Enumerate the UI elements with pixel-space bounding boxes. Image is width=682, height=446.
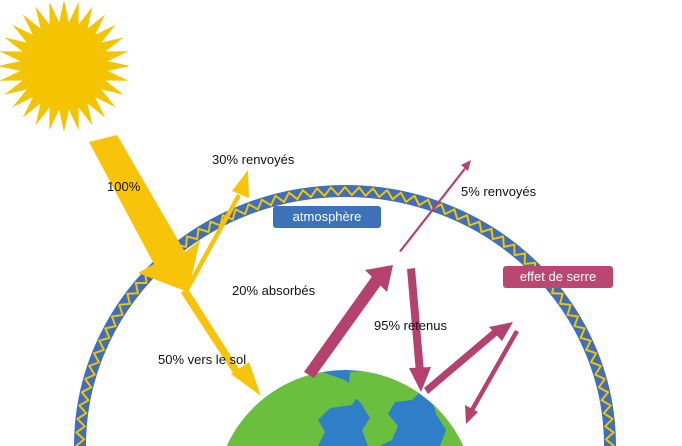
ir-back-down-head [465, 405, 478, 424]
atmosphere-band [74, 185, 616, 446]
atmosphere-layer [74, 185, 616, 446]
greenhouse-effect-tag: effet de serre [503, 266, 613, 288]
ir-back-up-shaft [424, 327, 500, 394]
ir-back-up-head [489, 322, 513, 341]
ground-percent-label: 50% vers le sol [158, 352, 247, 367]
atmosphere-tag: atmosphère [273, 206, 381, 228]
earth-land-west [222, 372, 360, 446]
ground-solar-head [231, 362, 261, 396]
reflected-percent-label: 30% renvoyés [212, 152, 295, 167]
incoming-percent-label: 100% [107, 179, 141, 194]
ir-escape-head [461, 160, 471, 171]
infrared-arrows [304, 160, 519, 424]
incoming-solar-arrow [89, 135, 200, 292]
ir-escape-shaft [399, 168, 466, 252]
sun-icon [0, 0, 130, 132]
ir-down-shaft [407, 268, 424, 373]
absorbed-percent-label: 20% absorbés [232, 283, 316, 298]
ir-down-head [409, 367, 431, 392]
earth-land-central [348, 370, 420, 446]
reflected-solar-head [232, 170, 249, 198]
reflected-solar-shaft [183, 194, 241, 294]
ground-solar-shaft [181, 287, 243, 379]
ir-up-shaft [304, 275, 383, 378]
ir-back-down-shaft [470, 330, 519, 411]
solar-arrows [89, 135, 261, 396]
atmosphere-wave [75, 186, 615, 446]
retained-percent-label: 95% retenus [374, 318, 447, 333]
ir-escaped-percent-label: 5% renvoyés [461, 184, 537, 199]
sun-disc [20, 22, 108, 110]
ir-up-head [365, 265, 393, 292]
